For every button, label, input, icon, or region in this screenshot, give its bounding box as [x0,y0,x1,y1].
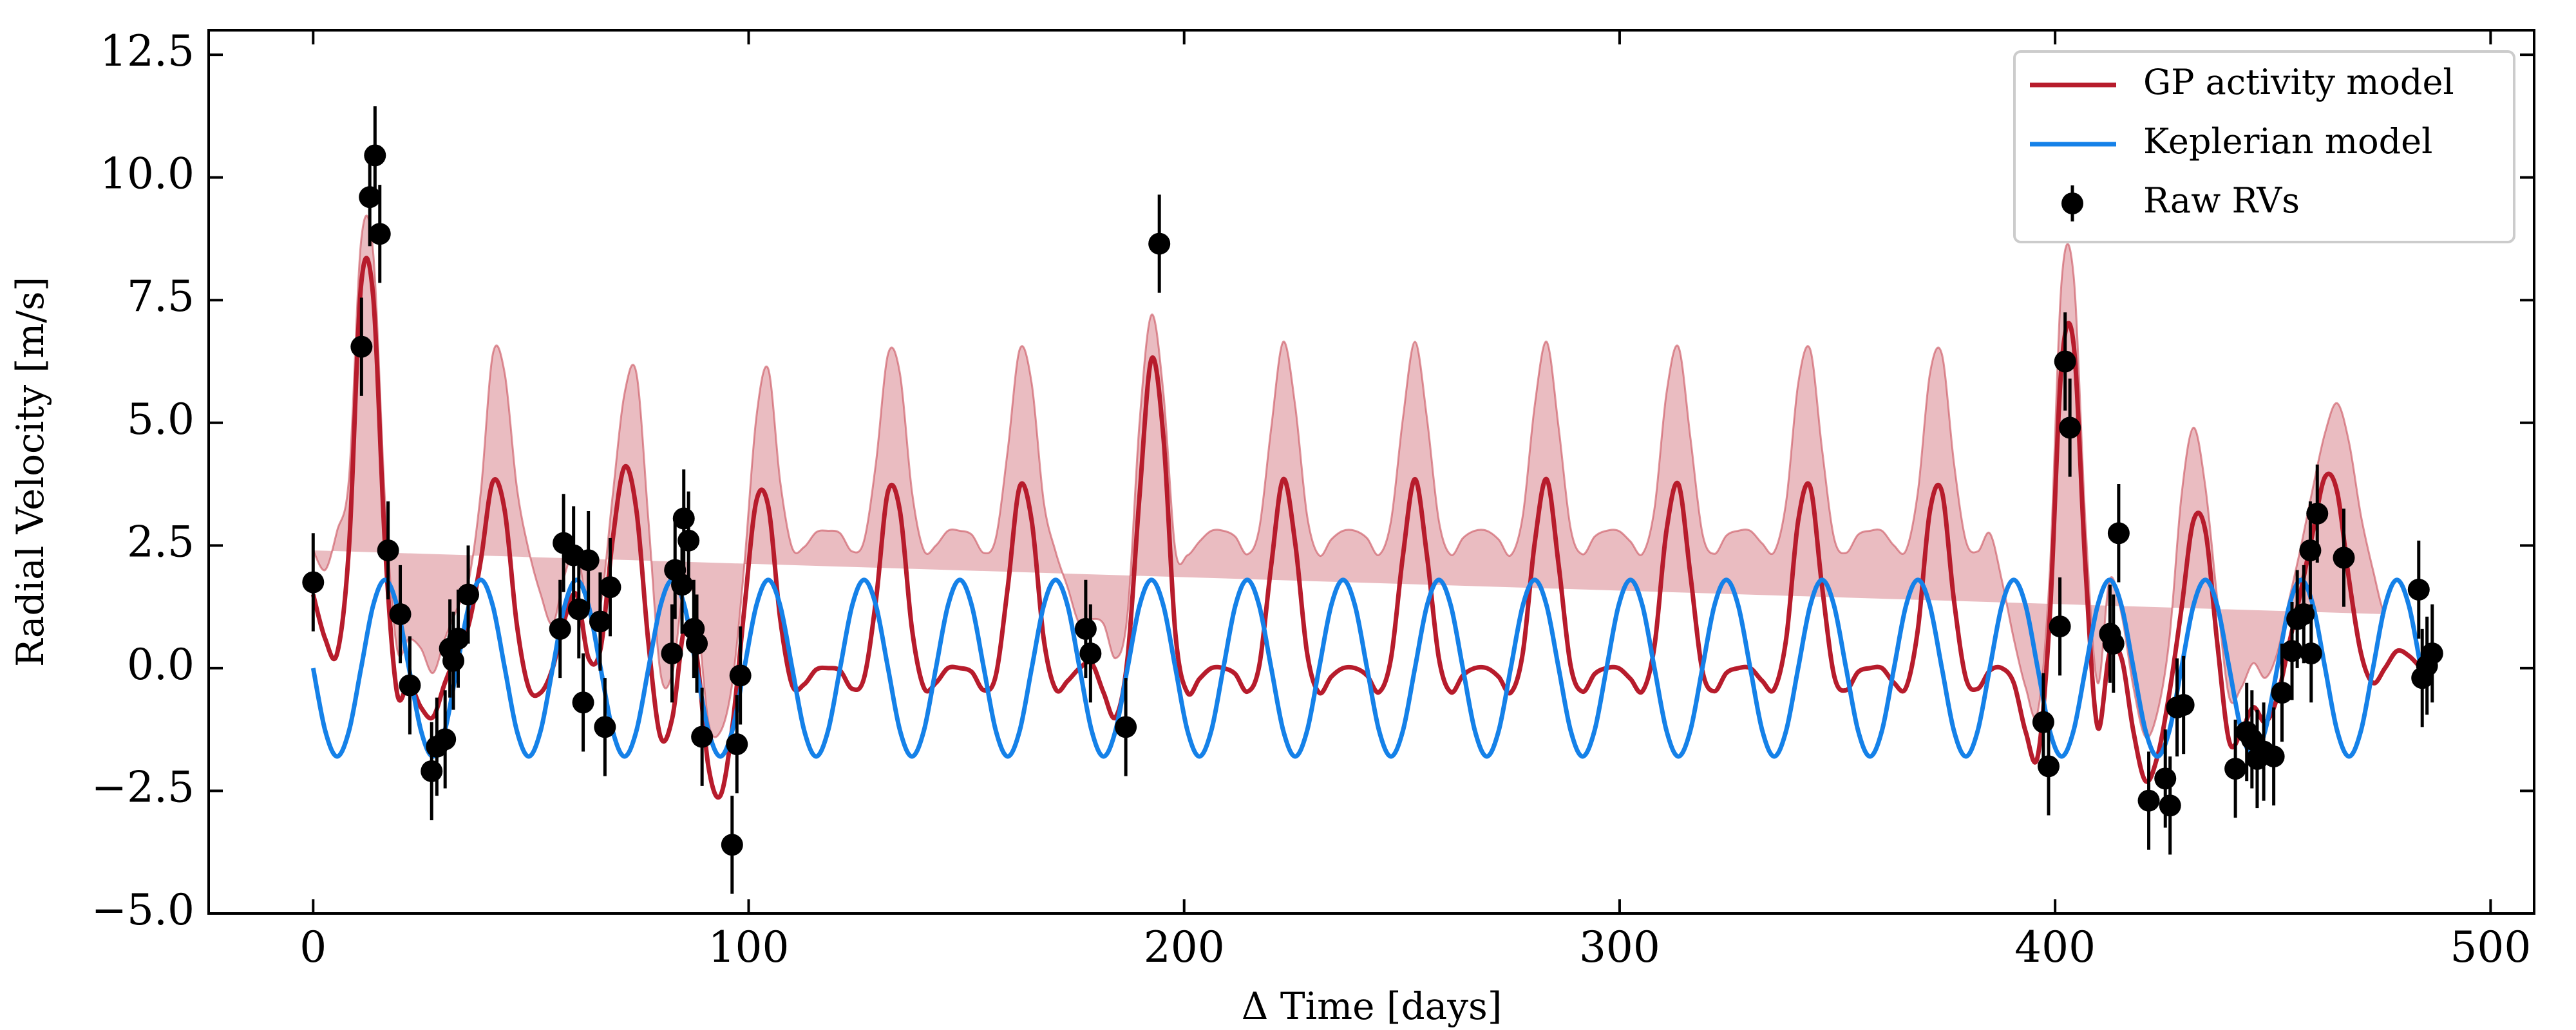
data-point [572,691,594,714]
data-point [2154,767,2177,790]
data-point [2032,711,2054,733]
legend-label: Keplerian model [2143,121,2432,162]
model-line [310,256,2423,800]
y-tick-label: 7.5 [127,272,194,321]
plot-area [302,106,2443,894]
data-point [567,598,590,621]
data-point [672,507,695,530]
data-point [442,650,465,672]
data-point [1115,716,1137,738]
data-point [350,335,373,358]
plot-frame [207,29,2535,915]
x-tick-label: 500 [2450,922,2531,972]
y-tick-label: 5.0 [127,395,194,444]
data-point [364,144,386,167]
data-point [368,223,391,245]
data-point [2172,694,2195,716]
x-tick-label: 200 [1144,922,1225,972]
x-tick-label: 300 [1579,922,1660,972]
data-point [1079,642,1102,665]
data-point [2300,642,2322,665]
data-point [2137,789,2160,812]
data-point [389,603,412,626]
x-tick-label: 400 [2014,922,2096,972]
data-point [1074,617,1097,640]
data-point [599,576,621,599]
y-tick-label: −2.5 [91,762,194,812]
data-point [447,628,469,650]
data-point [661,642,683,665]
y-tick-label: −5.0 [91,885,194,935]
data-point [721,834,743,856]
data-point [2333,547,2355,569]
data-point [434,728,457,751]
data-point [1148,232,1171,255]
data-point [2281,640,2304,662]
data-point [729,664,752,687]
data-point [2271,682,2293,704]
x-tick-label: 0 [299,922,327,972]
data-point [691,726,714,748]
model-line [310,577,2423,759]
data-point [2306,502,2329,525]
legend-marker [2061,192,2083,214]
data-point [399,674,421,697]
data-point [377,539,399,561]
x-tick-label: 100 [708,922,790,972]
data-point [302,571,325,594]
data-point [2407,578,2430,601]
data-point [359,186,381,209]
data-point [577,549,600,572]
data-point [2054,350,2076,373]
data-point [686,632,708,655]
y-tick-label: 12.5 [100,26,194,76]
y-tick-label: 0.0 [127,640,194,689]
data-point [457,583,480,606]
data-point [2293,603,2315,626]
data-point [2038,755,2060,778]
legend-box [2013,50,2515,243]
x-axis-label: Δ Time [days] [1242,984,1502,1028]
legend-label: Raw RVs [2143,180,2300,221]
data-point [677,529,700,552]
data-point [589,610,611,633]
legend-label: GP activity model [2143,62,2454,102]
data-point [2224,758,2247,780]
data-point [549,617,571,640]
data-point [594,716,616,738]
data-point [2059,417,2081,439]
data-point [2049,615,2071,638]
confidence-band [312,214,2386,739]
y-tick-label: 10.0 [100,149,194,199]
data-point [2107,522,2130,545]
y-tick-label: 2.5 [127,517,194,566]
data-point [2159,794,2181,817]
data-point [2102,632,2125,655]
data-point [2421,642,2443,665]
data-point [2262,745,2285,768]
data-point [421,760,443,782]
y-axis-label: Radial Velocity [m/s] [8,277,52,667]
data-point [726,733,748,756]
